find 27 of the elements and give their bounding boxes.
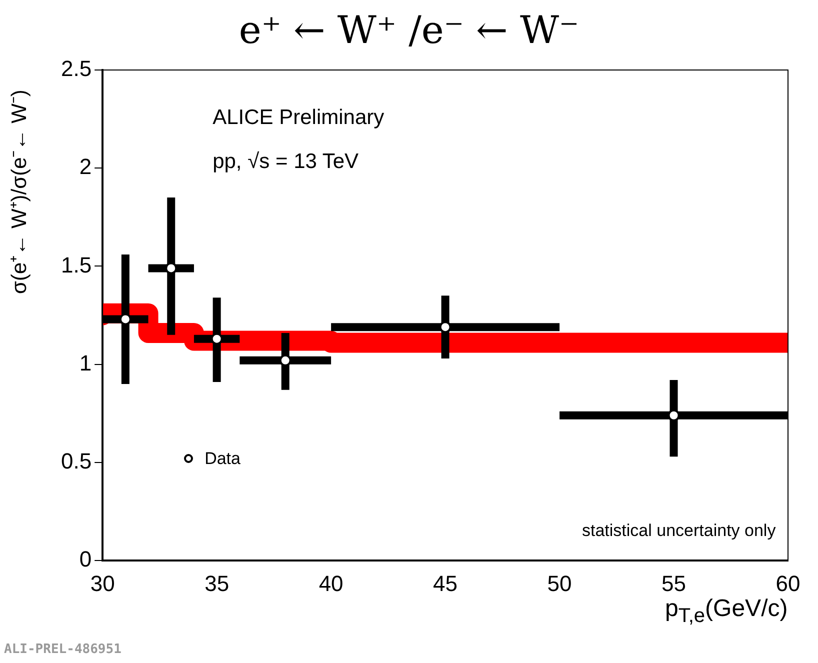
text: ALI-PREL-486951 (4, 642, 122, 657)
x-tick-label: 50 (547, 570, 572, 596)
y-tick-label: 2 (79, 154, 92, 180)
x-tick-label: 35 (204, 570, 230, 596)
point (119, 313, 132, 326)
point (279, 354, 292, 366)
x-tick-label: 55 (662, 570, 686, 596)
y-tick-label: 1.5 (60, 252, 92, 278)
y-tick-label: 0.5 (60, 448, 92, 474)
y-tick-label: 0 (79, 546, 92, 572)
y-tick-label: 2.5 (60, 56, 92, 82)
annotation: statistical uncertainty only (582, 520, 776, 541)
y-axis-title: σ(e⁺← W⁺)/σ(e⁻← W⁻) (7, 90, 32, 294)
annotation: ALICE Preliminary (212, 106, 384, 130)
legend-label: Data (204, 448, 240, 469)
y-tick-label: 1 (79, 350, 92, 376)
point (165, 262, 178, 274)
point (668, 409, 680, 422)
x-tick-label: 45 (433, 570, 458, 596)
x-tick-label: 60 (776, 570, 800, 596)
point (439, 321, 452, 334)
annotation: pp, √s = 13 TeV (212, 150, 359, 174)
x-tick-label: 30 (90, 570, 115, 596)
x-axis-title: p$_{T,e}$(GeV/c) (665, 594, 788, 628)
point (210, 332, 223, 345)
chart-title: e⁺ ← W⁺ /e⁻ ← W⁻ (238, 8, 580, 52)
x-tick-label: 40 (318, 570, 344, 596)
